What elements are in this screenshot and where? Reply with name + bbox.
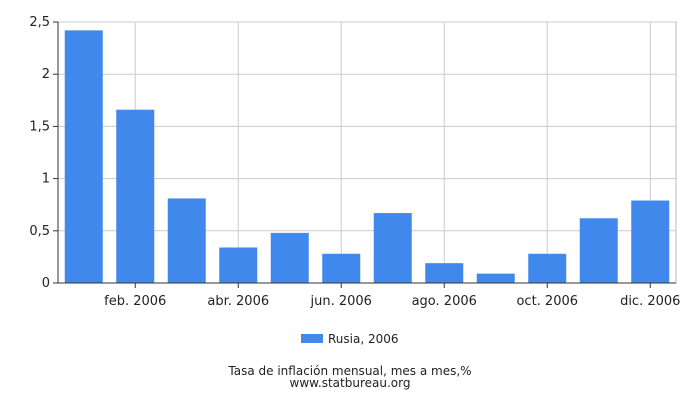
y-tick-label: 1 — [42, 172, 50, 187]
bar-abr-2006 — [219, 247, 258, 283]
legend-label: Rusia, 2006 — [328, 332, 399, 346]
y-axis-labels: 0 0,5 1 1,5 2 2,5 — [29, 15, 50, 291]
bar-feb-2006 — [116, 109, 155, 283]
x-tick-label: dic. 2006 — [620, 294, 680, 309]
bar-mar-2006 — [167, 198, 206, 283]
bar-ene-2006 — [64, 30, 103, 283]
bar-oct-2006 — [528, 253, 567, 283]
y-tick-label: 0,5 — [29, 224, 50, 239]
y-tick-label: 2 — [42, 67, 50, 82]
bar-nov-2006 — [579, 218, 618, 283]
x-tick-label: jun. 2006 — [310, 294, 372, 309]
bar-jul-2006 — [373, 213, 412, 283]
x-tick-label: feb. 2006 — [104, 294, 166, 309]
y-tick-label: 2,5 — [29, 15, 50, 30]
legend: Rusia, 2006 — [301, 332, 399, 346]
chart-title: Tasa de inflación mensual, mes a mes,% — [228, 364, 472, 378]
y-tick-label: 1,5 — [29, 119, 50, 134]
x-axis-labels: feb. 2006 abr. 2006 jun. 2006 ago. 2006 oct.… — [104, 294, 680, 309]
bar-series — [64, 30, 670, 283]
y-tick-label: 0 — [42, 276, 50, 291]
bar-ago-2006 — [425, 263, 464, 283]
x-tick-label: oct. 2006 — [516, 294, 578, 309]
bar-jun-2006 — [322, 253, 361, 283]
legend-swatch — [301, 334, 323, 343]
x-tick-label: abr. 2006 — [207, 294, 269, 309]
x-tick-label: ago. 2006 — [412, 294, 477, 309]
source-label: www.statbureau.org — [289, 376, 411, 390]
axes — [53, 21, 676, 288]
bar-may-2006 — [270, 232, 309, 283]
bar-dic-2006 — [631, 200, 670, 283]
bar-sept-2006 — [476, 273, 515, 283]
